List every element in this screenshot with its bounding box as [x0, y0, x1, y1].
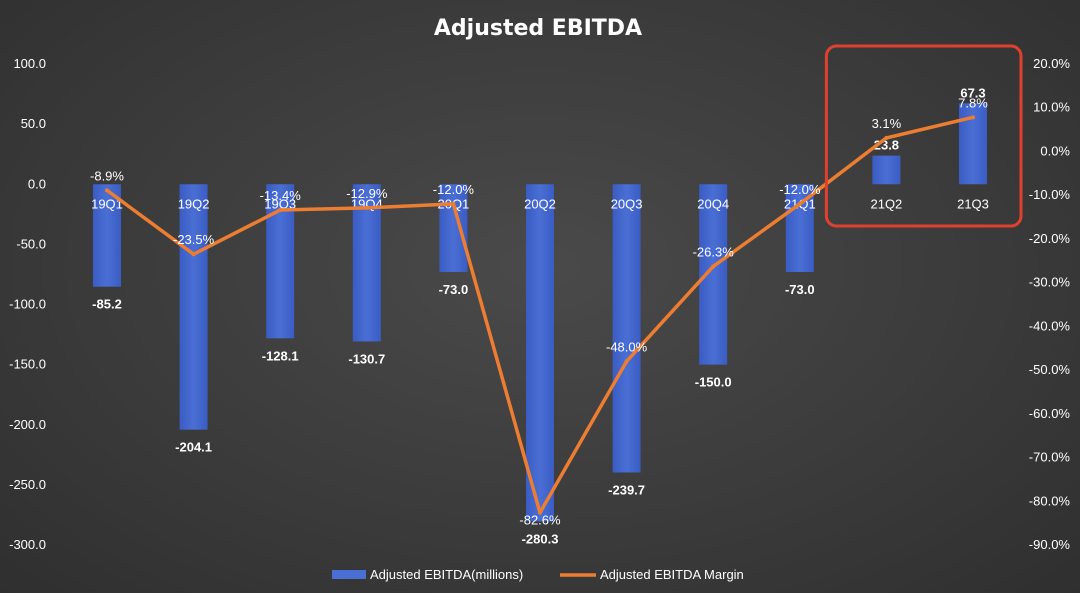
legend-bar-swatch	[332, 570, 366, 579]
category-labels: 19Q119Q219Q319Q420Q120Q220Q320Q421Q121Q2…	[91, 196, 989, 211]
bar	[526, 184, 554, 522]
margin-data-label: -12.0%	[779, 182, 821, 197]
category-label: 20Q4	[697, 196, 729, 211]
margin-point	[191, 252, 196, 257]
bar-data-label: -73.0	[785, 282, 815, 297]
margin-point	[364, 205, 369, 210]
highlight-box	[824, 44, 1023, 228]
right-axis-tick-label: -90.0%	[1029, 537, 1071, 552]
bar-data-label: -239.7	[608, 482, 645, 497]
bar-data-label: -128.1	[262, 348, 299, 363]
margin-point	[278, 208, 283, 213]
margin-data-label: 7.8%	[958, 95, 988, 110]
margin-data-label: -48.0%	[606, 339, 648, 354]
margin-data-label: -12.9%	[346, 186, 388, 201]
bar	[612, 184, 641, 473]
left-axis-tick-label: -250.0	[9, 477, 46, 492]
bar-data-labels: -85.2 -204.1 -128.1 -130.7 -73.0 -280.3 -239.7…	[92, 85, 985, 546]
bar-data-label: -85.2	[92, 297, 122, 312]
bar-data-label: -130.7	[348, 351, 385, 366]
right-axis-tick-label: -50.0%	[1029, 362, 1071, 377]
bar-series	[93, 103, 987, 522]
margin-data-label: -23.5%	[173, 232, 215, 247]
left-axis-tick-label: -300.0	[9, 537, 46, 552]
left-axis-tick-label: 100.0	[13, 56, 46, 71]
right-axis-tick-label: -60.0%	[1029, 406, 1071, 421]
right-axis: 20.0% 10.0% 0.0% -10.0% -20.0% -30.0% -40.0% -5…	[1029, 56, 1071, 552]
margin-data-label: 3.1%	[872, 116, 902, 131]
left-axis-tick-label: -150.0	[9, 357, 46, 372]
right-axis-tick-label: 10.0%	[1033, 100, 1070, 115]
bar	[352, 184, 381, 342]
left-axis-tick-label: -200.0	[9, 417, 46, 432]
margin-point	[797, 201, 802, 206]
left-axis-tick-label: 50.0	[21, 116, 46, 131]
category-label: 20Q2	[524, 196, 556, 211]
margin-point	[711, 264, 716, 269]
category-label: 19Q2	[178, 196, 210, 211]
right-axis-tick-label: -80.0%	[1029, 493, 1071, 508]
margin-point	[884, 135, 889, 140]
margin-data-label: -82.6%	[519, 513, 561, 528]
chart-title: Adjusted EBITDA	[434, 16, 642, 41]
margin-data-label: -8.9%	[90, 168, 124, 183]
right-axis-tick-label: 20.0%	[1033, 56, 1070, 71]
right-axis-tick-label: -30.0%	[1029, 275, 1071, 290]
right-axis-tick-label: -70.0%	[1029, 450, 1071, 465]
legend-line-label: Adjusted EBITDA Margin	[600, 567, 744, 582]
margin-data-label: -13.4%	[260, 188, 302, 203]
margin-point	[451, 201, 456, 206]
category-label: 21Q3	[957, 196, 989, 211]
left-axis-tick-label: 0.0	[28, 176, 46, 191]
bar-data-label: -204.1	[175, 440, 212, 455]
category-label: 20Q3	[611, 196, 643, 211]
legend-bar-label: Adjusted EBITDA(millions)	[370, 567, 523, 582]
category-label: 19Q1	[91, 196, 123, 211]
margin-data-label: -12.0%	[433, 182, 475, 197]
margin-data-label: -26.3%	[693, 244, 735, 259]
category-label: 21Q2	[870, 196, 902, 211]
left-axis-tick-label: -100.0	[9, 297, 46, 312]
line-data-labels: -8.9% -23.5% -13.4% -12.9% -12.0% -82.6% -48.0…	[90, 95, 988, 527]
margin-point	[105, 188, 109, 193]
left-axis-tick-label: -50.0	[16, 236, 46, 251]
line-series	[105, 115, 975, 515]
bar	[439, 184, 468, 273]
bar	[699, 184, 728, 365]
bar	[872, 155, 901, 185]
bar-data-label: -280.3	[522, 531, 559, 546]
bar	[93, 184, 121, 287]
right-axis-tick-label: -10.0%	[1029, 187, 1071, 202]
right-axis-tick-label: -20.0%	[1029, 231, 1071, 246]
bar	[179, 184, 208, 430]
highlight-rect	[824, 44, 1023, 228]
right-axis-tick-label: -40.0%	[1029, 318, 1071, 333]
bar-data-label: 67.3	[960, 85, 985, 100]
margin-point	[538, 510, 542, 515]
category-label: 19Q3	[264, 196, 296, 211]
legend: Adjusted EBITDA(millions) Adjusted EBITDA…	[332, 567, 744, 582]
bar-data-label: -73.0	[439, 282, 469, 297]
left-axis: 100.0 50.0 0.0 -50.0 -100.0 -150.0 -200.0 -250.…	[9, 56, 46, 552]
right-axis-tick-label: 0.0%	[1040, 143, 1070, 158]
bar-data-label: -150.0	[695, 375, 732, 390]
margin-point	[624, 359, 629, 364]
margin-point	[971, 115, 975, 120]
